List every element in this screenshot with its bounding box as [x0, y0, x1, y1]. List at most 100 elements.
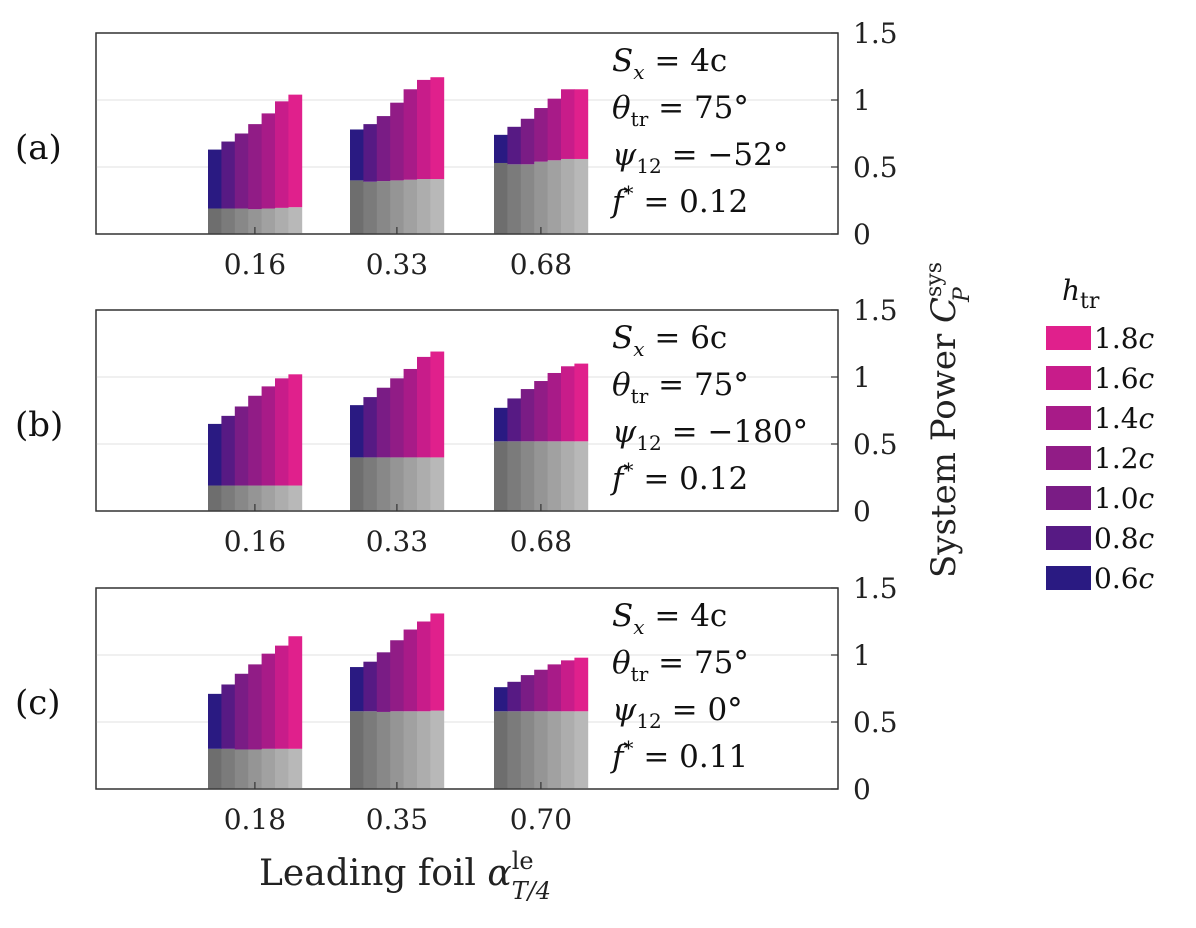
bar-base: [417, 457, 431, 511]
legend-swatch: [1046, 566, 1091, 590]
bar-segment: [363, 124, 378, 182]
x-axis-title: Leading foil αle T/4: [259, 847, 551, 905]
bar-segment: [494, 687, 508, 712]
bar-base: [208, 208, 222, 234]
bar-base: [547, 160, 562, 234]
bar-base: [403, 457, 418, 511]
legend-unit: c: [1139, 522, 1155, 555]
bar-segment: [430, 77, 445, 180]
panel-2: 0 0.5 1 1.5 0.18 0.35 0.70 (c) Sx = 4c θtr = 75° ψ…: [15, 572, 898, 836]
bar-segment: [275, 645, 289, 749]
panel-1: 0 0.5 1 1.5 0.16 0.33 0.68 (b) Sx = 6c θtr = 75° ψ…: [15, 294, 898, 558]
bar-segment: [376, 652, 391, 712]
annotation-value: = 75°: [648, 645, 749, 681]
annotation-value: = 0.12: [633, 184, 748, 220]
bar-base: [208, 485, 222, 511]
bar-segment: [403, 629, 418, 712]
bar-segment: [534, 381, 548, 442]
bar-segment: [208, 693, 222, 749]
annotation-line: Sx = 4c: [612, 43, 727, 84]
legend-title-subscript: tr: [1080, 289, 1100, 314]
annotation-index: *: [623, 181, 633, 205]
bar-base: [288, 207, 303, 234]
bar-segment: [390, 102, 404, 181]
bar-segment: [234, 133, 249, 209]
annotation-index: tr: [631, 384, 649, 408]
bar-base: [494, 441, 508, 511]
y-axis-title-superscript: sys: [922, 262, 947, 297]
bar-segment: [547, 372, 562, 442]
bar-base: [520, 711, 535, 789]
bar-segment: [390, 640, 404, 712]
bar-segment: [520, 118, 535, 165]
bar-segment: [574, 363, 589, 442]
panel-label: (b): [15, 405, 63, 445]
legend-value: 1.2: [1094, 442, 1139, 475]
bar-base: [350, 457, 364, 511]
bar-base: [561, 711, 575, 789]
plot-frame: [95, 309, 839, 512]
bar-segment: [507, 681, 522, 712]
bar-segment: [430, 351, 445, 458]
legend-label: 0.6c: [1094, 562, 1155, 595]
bar-base: [494, 711, 508, 789]
annotation-value: = 6c: [645, 320, 728, 356]
legend-title-symbol: h: [1062, 274, 1080, 307]
bar-base: [208, 748, 222, 789]
svg-text:htr: htr: [1062, 274, 1100, 314]
bar-segment: [288, 374, 303, 486]
bar-base: [494, 162, 508, 234]
annotation-symbol: ψ: [612, 137, 637, 173]
bar-segment: [574, 89, 589, 159]
annotation-line: θtr = 75°: [612, 645, 749, 686]
annotation-index: 12: [636, 154, 661, 178]
x-axis-title-symbol: α: [487, 853, 511, 894]
bar-segment: [234, 673, 249, 750]
annotation-index: tr: [631, 662, 649, 686]
bar-base: [534, 711, 548, 789]
annotation-value: = −180°: [662, 414, 808, 450]
annotation-symbol: θ: [612, 90, 631, 126]
annotation-line: f* = 0.12: [610, 181, 748, 220]
legend-label: 1.0c: [1094, 482, 1155, 515]
bar-segment: [376, 116, 391, 182]
bar-segment: [534, 108, 548, 162]
bar-base: [221, 748, 236, 789]
annotation-index: x: [633, 60, 644, 84]
y-tick-label: 0.5: [853, 151, 898, 184]
legend-value: 0.8: [1094, 522, 1139, 555]
annotation-index: tr: [631, 107, 649, 131]
plot-frame: [95, 587, 839, 790]
bar-segment: [534, 669, 548, 712]
x-axis-title-subscript: T/4: [512, 877, 551, 905]
bar-segment: [494, 407, 508, 442]
bar-segment: [350, 405, 364, 458]
bar-segment: [221, 415, 236, 486]
annotation-value: = 75°: [648, 90, 749, 126]
bar-base: [234, 208, 249, 234]
annotation-value: = −52°: [662, 137, 789, 173]
bar-segment: [261, 113, 276, 209]
bar-base: [574, 441, 589, 511]
legend-value: 0.6: [1094, 562, 1139, 595]
bar-segment: [561, 89, 575, 159]
bar-base: [275, 207, 289, 234]
bar-segment: [208, 149, 222, 209]
annotation-symbol: ψ: [612, 692, 637, 728]
bar-base: [261, 485, 276, 511]
legend-unit: c: [1139, 362, 1155, 395]
annotation-line: ψ12 = 0°: [612, 692, 743, 733]
annotation-index: 12: [636, 709, 661, 733]
y-tick-label: 0.5: [853, 428, 898, 461]
bar-base: [288, 485, 303, 511]
bar-segment: [248, 124, 262, 210]
x-tick-label: 0.35: [366, 803, 428, 836]
x-tick-label: 0.70: [510, 803, 572, 836]
legend-unit: c: [1139, 482, 1155, 515]
bar-segment: [248, 664, 262, 750]
bar-segment: [221, 684, 236, 749]
bar-segment: [221, 141, 236, 209]
bar-segment: [403, 89, 418, 180]
bar-segment: [507, 398, 522, 442]
